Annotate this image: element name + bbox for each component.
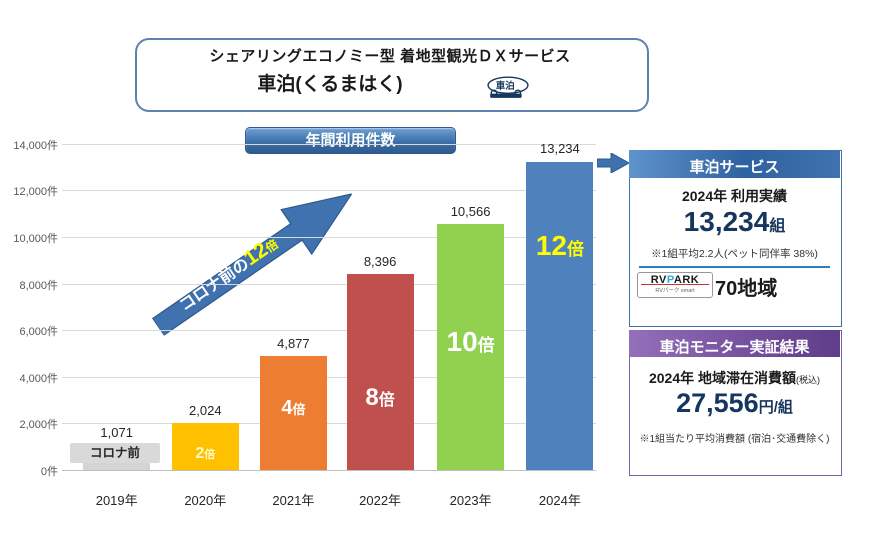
svg-text:車泊: 車泊 (496, 80, 515, 92)
